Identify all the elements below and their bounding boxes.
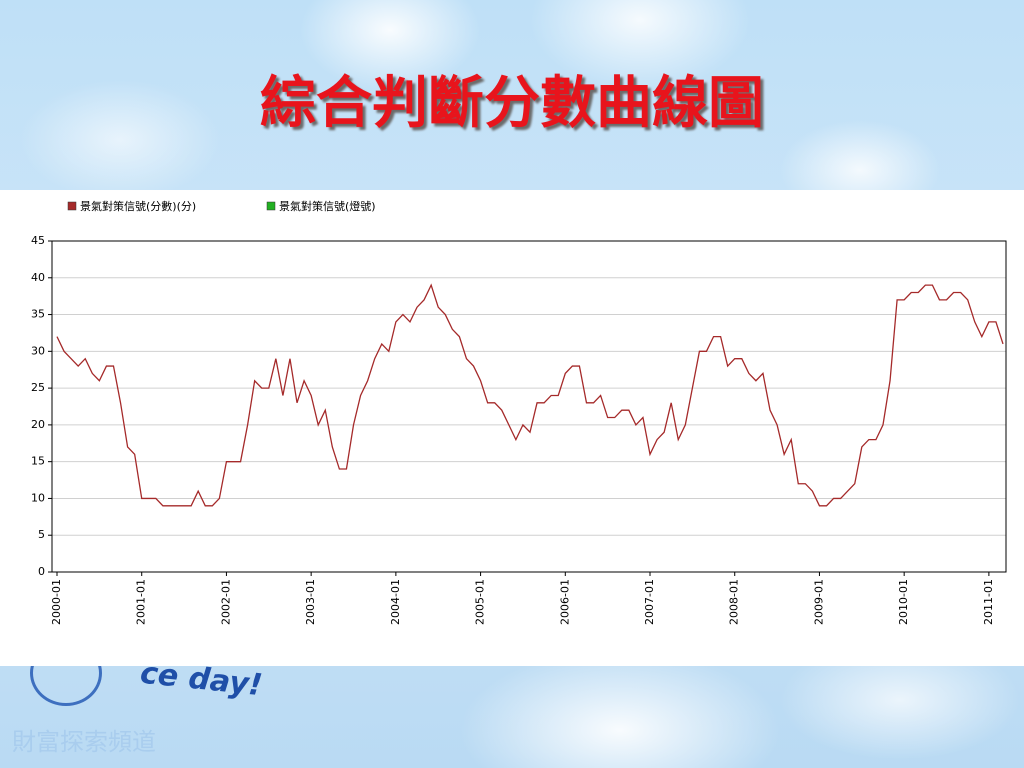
legend-swatch <box>266 201 276 211</box>
x-tick-label: 2004-01 <box>389 579 402 625</box>
x-tick-label: 2008-01 <box>728 579 741 625</box>
plot-border <box>51 240 1007 573</box>
y-tick-label: 35 <box>31 308 45 321</box>
x-tick-label: 2010-01 <box>897 579 910 625</box>
y-tick-label: 40 <box>31 271 45 284</box>
x-tick-label: 2011-01 <box>982 579 995 625</box>
x-tick-label: 2007-01 <box>643 579 656 625</box>
x-tick-label: 2001-01 <box>135 579 148 625</box>
y-tick-label: 20 <box>31 418 45 431</box>
x-tick-label: 2002-01 <box>219 579 232 625</box>
x-tick-label: 2006-01 <box>558 579 571 625</box>
x-tick-label: 2000-01 <box>50 579 63 625</box>
y-tick-label: 10 <box>31 491 45 504</box>
chart: 景氣對策信號(分數)(分) 景氣對策信號(燈號) 0 5 10 15 20 25 30 35 40 4… <box>31 199 1007 625</box>
y-tick-label: 30 <box>31 344 45 357</box>
x-tick-label: 2009-01 <box>812 579 825 625</box>
legend-swatch <box>67 201 77 211</box>
x-tick-label: 2005-01 <box>474 579 487 625</box>
y-tick-label: 15 <box>31 455 45 468</box>
slide-title: 綜合判斷分數曲線圖 <box>260 71 764 136</box>
data-line <box>56 283 1004 507</box>
legend-label: 景氣對策信號(燈號) <box>279 199 376 213</box>
chart-panel: 景氣對策信號(分數)(分) 景氣對策信號(燈號) 0 5 10 15 20 25 30 35 40 4… <box>0 190 1024 666</box>
x-tick-label: 2003-01 <box>304 579 317 625</box>
y-tick-label: 0 <box>38 565 45 578</box>
y-tick-label: 25 <box>31 381 45 394</box>
y-tick-label: 45 <box>31 234 45 247</box>
footer: 財富探索頻道 <box>12 728 156 756</box>
y-tick-label: 5 <box>38 528 45 541</box>
legend-label: 景氣對策信號(分數)(分) <box>80 199 196 213</box>
